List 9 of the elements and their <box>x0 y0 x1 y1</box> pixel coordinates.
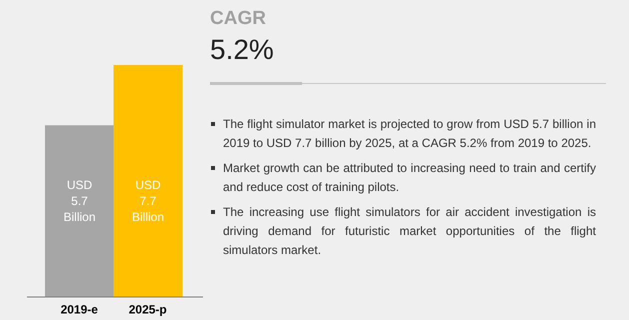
text: 5.2% <box>210 34 274 66</box>
data-label: USD 5.7 Billion <box>63 178 96 224</box>
data-label: USD 7.7 Billion <box>132 178 164 224</box>
text: The flight simulator market is projected to grow from USD 5.7 billion in 2019 to USD 7.7 billion by 2025, at a CAGR 5.2% from 2019 to 2025. <box>223 116 596 152</box>
text: Market growth can be attributed to increasing need to train and certify and reduce cost of training pilots. <box>223 160 596 196</box>
text: CAGR <box>210 8 266 30</box>
x-tick-label: 2025-p <box>128 302 167 317</box>
text: The increasing use flight simulators for air accident investigation is driving demand for futuristic market opportunities of the flight simulators market. <box>223 204 596 259</box>
x-tick-label: 2019-e <box>60 302 98 317</box>
